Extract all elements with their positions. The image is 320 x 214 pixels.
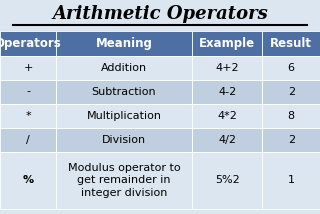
Text: -: - [26,87,30,97]
FancyBboxPatch shape [0,56,56,80]
FancyBboxPatch shape [192,56,262,80]
Text: 2: 2 [288,135,295,144]
FancyBboxPatch shape [262,80,320,104]
Text: Meaning: Meaning [96,37,152,50]
Text: Multiplication: Multiplication [86,111,162,120]
FancyBboxPatch shape [192,104,262,128]
Text: +: + [23,63,33,73]
Text: 4+2: 4+2 [215,63,239,73]
FancyBboxPatch shape [0,104,56,128]
Text: Division: Division [102,135,146,144]
FancyBboxPatch shape [0,152,56,209]
Text: 8: 8 [288,111,295,120]
FancyBboxPatch shape [0,128,56,152]
Text: /: / [26,135,30,144]
FancyBboxPatch shape [56,31,192,56]
FancyBboxPatch shape [262,128,320,152]
FancyBboxPatch shape [56,80,192,104]
FancyBboxPatch shape [192,80,262,104]
Text: Addition: Addition [101,63,147,73]
FancyBboxPatch shape [262,56,320,80]
FancyBboxPatch shape [262,31,320,56]
FancyBboxPatch shape [262,152,320,209]
FancyBboxPatch shape [262,104,320,128]
Text: %: % [22,175,34,185]
FancyBboxPatch shape [56,56,192,80]
Text: Arithmetic Operators: Arithmetic Operators [52,5,268,23]
Text: *: * [25,111,31,120]
FancyBboxPatch shape [56,104,192,128]
FancyBboxPatch shape [0,80,56,104]
Text: Example: Example [199,37,255,50]
FancyBboxPatch shape [192,128,262,152]
Text: 6: 6 [288,63,295,73]
Text: 5%2: 5%2 [215,175,240,185]
Text: Operators: Operators [0,37,61,50]
FancyBboxPatch shape [56,152,192,209]
Text: 4-2: 4-2 [218,87,236,97]
FancyBboxPatch shape [192,31,262,56]
Text: Modulus operator to
get remainder in
integer division: Modulus operator to get remainder in int… [68,163,180,198]
FancyBboxPatch shape [0,31,56,56]
Text: 1: 1 [288,175,295,185]
Text: 2: 2 [288,87,295,97]
Text: Result: Result [270,37,312,50]
Text: Subtraction: Subtraction [92,87,156,97]
Text: 4*2: 4*2 [217,111,237,120]
FancyBboxPatch shape [192,152,262,209]
FancyBboxPatch shape [56,128,192,152]
Text: 4/2: 4/2 [218,135,236,144]
